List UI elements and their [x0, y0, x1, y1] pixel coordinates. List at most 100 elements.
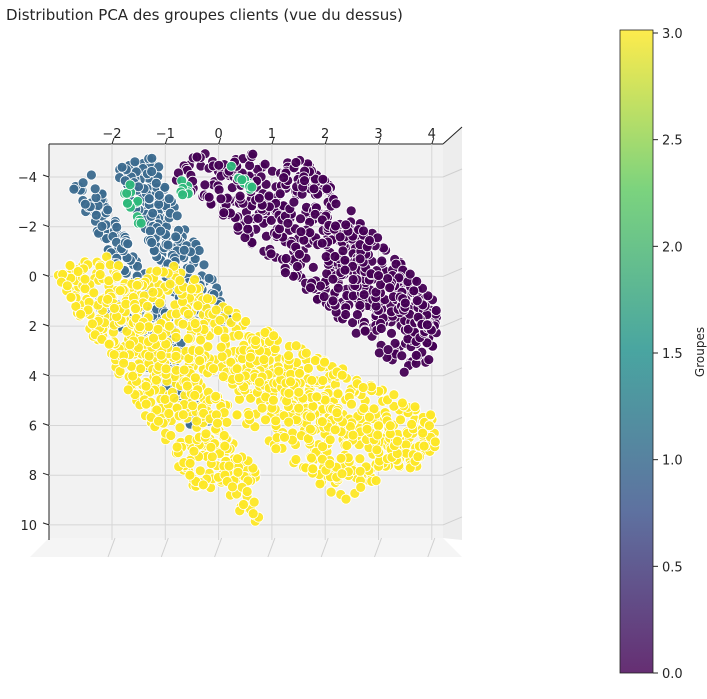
data-point	[208, 363, 219, 375]
data-point	[358, 225, 369, 237]
floor-grid-line	[267, 537, 276, 558]
data-point	[339, 264, 351, 276]
data-point	[212, 417, 223, 429]
data-point	[370, 475, 382, 487]
data-point	[358, 289, 370, 301]
data-point	[329, 424, 341, 436]
data-point	[316, 453, 328, 465]
data-point	[155, 349, 167, 361]
data-point	[244, 351, 256, 363]
data-point	[114, 285, 126, 297]
data-point	[384, 420, 396, 432]
data-point	[425, 409, 437, 421]
data-point	[86, 169, 97, 181]
data-point	[253, 192, 265, 204]
data-point	[372, 429, 384, 441]
data-point	[184, 263, 196, 275]
side-pane	[443, 127, 462, 540]
floor-grid-line	[214, 537, 223, 558]
data-point	[339, 254, 351, 266]
data-point	[330, 220, 341, 232]
data-point	[206, 451, 218, 463]
data-point	[243, 409, 255, 421]
data-point	[102, 204, 114, 216]
data-point	[155, 225, 166, 237]
data-point	[317, 375, 329, 386]
data-point	[411, 295, 423, 307]
data-point	[345, 205, 357, 217]
x-tick-label: 0	[214, 127, 222, 142]
y-tick-mark	[42, 522, 50, 526]
data-point	[291, 261, 303, 272]
data-point	[174, 422, 186, 434]
data-point	[65, 291, 77, 303]
data-point	[68, 183, 80, 195]
data-point	[153, 415, 164, 427]
data-point	[197, 479, 209, 491]
data-point	[234, 190, 246, 202]
data-point	[270, 415, 282, 427]
data-point	[109, 302, 120, 314]
data-point	[347, 274, 359, 285]
data-point	[242, 223, 254, 235]
data-point	[170, 231, 182, 243]
data-point	[147, 207, 159, 219]
floor-grid-line	[107, 537, 116, 558]
colorbar-tick-label: 2.5	[662, 134, 683, 149]
data-point	[268, 330, 280, 342]
data-point	[168, 392, 180, 404]
data-point	[205, 441, 217, 453]
data-point	[278, 172, 290, 184]
data-point	[170, 350, 182, 362]
data-point	[194, 465, 206, 477]
data-point	[429, 436, 441, 448]
data-point	[311, 391, 323, 403]
data-point	[189, 372, 201, 384]
data-point	[293, 386, 305, 398]
x-tick-label: −2	[102, 127, 121, 142]
data-point	[307, 463, 319, 475]
data-point	[247, 148, 259, 160]
data-point	[232, 453, 243, 465]
data-point	[336, 468, 348, 480]
data-point	[270, 443, 282, 455]
data-point	[191, 415, 203, 427]
data-point	[96, 220, 108, 232]
data-point	[124, 339, 136, 351]
data-point	[184, 457, 196, 469]
data-point	[153, 189, 165, 201]
data-point	[290, 157, 302, 168]
data-point	[227, 481, 238, 493]
data-point	[325, 486, 337, 498]
data-point	[398, 366, 410, 378]
data-point	[316, 416, 328, 428]
data-point	[72, 266, 84, 277]
data-point	[148, 332, 159, 344]
y-tick-mark	[42, 472, 50, 476]
data-point	[260, 414, 271, 426]
x-tick-label: −1	[156, 127, 175, 142]
data-point	[245, 392, 257, 404]
data-point	[249, 421, 261, 433]
side-grid-line	[442, 317, 463, 327]
data-point	[135, 363, 147, 375]
data-point	[384, 282, 396, 294]
data-point	[129, 156, 141, 168]
data-point	[189, 318, 201, 329]
data-point	[216, 351, 228, 363]
data-point	[399, 297, 411, 309]
data-point	[213, 159, 225, 171]
data-point	[103, 338, 115, 350]
x-axis-ticks: −2 −1 0 1 2 3 4	[102, 127, 436, 145]
data-point	[151, 265, 163, 277]
data-point	[282, 217, 294, 229]
data-point	[246, 181, 258, 193]
data-point	[309, 355, 321, 366]
data-point	[357, 382, 369, 393]
data-point	[233, 329, 245, 341]
data-point	[221, 416, 233, 428]
data-point	[70, 300, 82, 312]
data-point	[222, 304, 234, 316]
floor-grid-line	[427, 537, 436, 558]
